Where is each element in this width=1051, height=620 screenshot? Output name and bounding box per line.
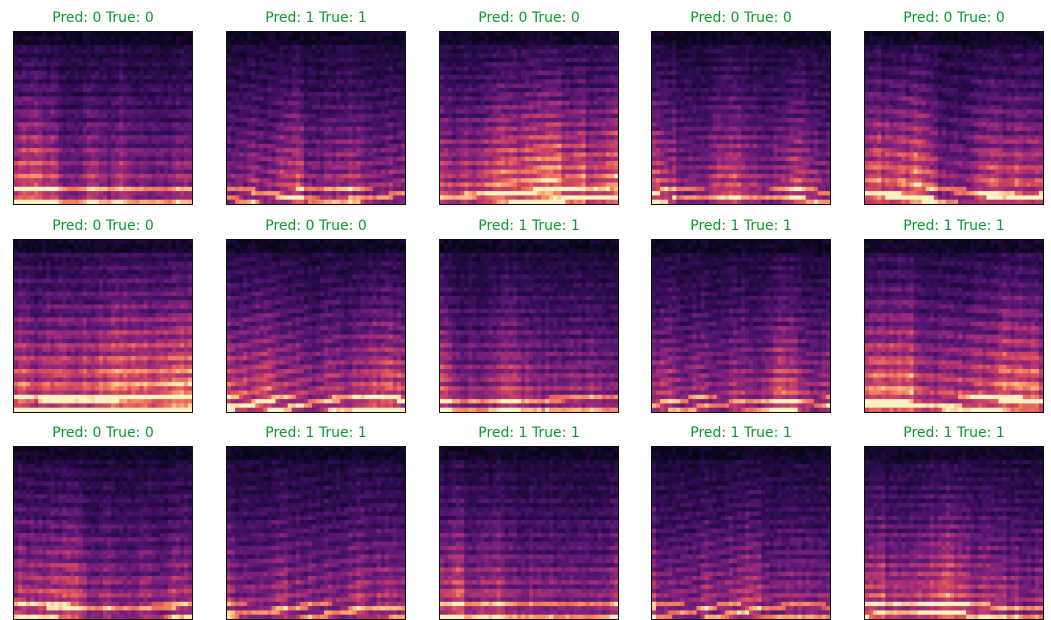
spectrogram-image — [864, 31, 1044, 205]
panel-title: Pred: 1 True: 1 — [226, 10, 406, 26]
panel-title: Pred: 1 True: 1 — [439, 218, 619, 234]
spectrogram-heatmap — [652, 240, 830, 412]
panel-title: Pred: 0 True: 0 — [864, 10, 1044, 26]
spectrogram-image — [439, 239, 619, 413]
spectrogram-heatmap — [440, 240, 618, 412]
spectrogram-image — [864, 239, 1044, 413]
spectrogram-image — [13, 239, 193, 413]
spectrogram-heatmap — [440, 32, 618, 204]
spectrogram-image — [864, 446, 1044, 620]
panel-title: Pred: 1 True: 1 — [651, 218, 831, 234]
spectrogram-heatmap — [865, 240, 1043, 412]
spectrogram-image — [226, 239, 406, 413]
panel-title: Pred: 0 True: 0 — [651, 10, 831, 26]
spectrogram-image — [13, 31, 193, 205]
panel-title: Pred: 1 True: 1 — [226, 425, 406, 441]
spectrogram-heatmap — [14, 32, 192, 204]
panel-title: Pred: 1 True: 1 — [439, 425, 619, 441]
panel-title: Pred: 0 True: 0 — [13, 10, 193, 26]
spectrogram-image — [226, 31, 406, 205]
panel-title: Pred: 1 True: 1 — [864, 425, 1044, 441]
spectrogram-image — [651, 31, 831, 205]
spectrogram-heatmap — [865, 447, 1043, 619]
panel-title: Pred: 1 True: 1 — [651, 425, 831, 441]
spectrogram-heatmap — [865, 32, 1043, 204]
spectrogram-image — [226, 446, 406, 620]
spectrogram-heatmap — [227, 447, 405, 619]
panel-title: Pred: 0 True: 0 — [439, 10, 619, 26]
spectrogram-image — [439, 31, 619, 205]
spectrogram-heatmap — [14, 240, 192, 412]
spectrogram-heatmap — [440, 447, 618, 619]
panel-title: Pred: 0 True: 0 — [13, 425, 193, 441]
spectrogram-heatmap — [652, 447, 830, 619]
spectrogram-heatmap — [227, 32, 405, 204]
spectrogram-image — [651, 446, 831, 620]
spectrogram-image — [651, 239, 831, 413]
panel-title: Pred: 0 True: 0 — [13, 218, 193, 234]
spectrogram-heatmap — [652, 32, 830, 204]
panel-title: Pred: 0 True: 0 — [226, 218, 406, 234]
spectrogram-heatmap — [227, 240, 405, 412]
spectrogram-heatmap — [14, 447, 192, 619]
panel-title: Pred: 1 True: 1 — [864, 218, 1044, 234]
spectrogram-image — [439, 446, 619, 620]
spectrogram-image — [13, 446, 193, 620]
